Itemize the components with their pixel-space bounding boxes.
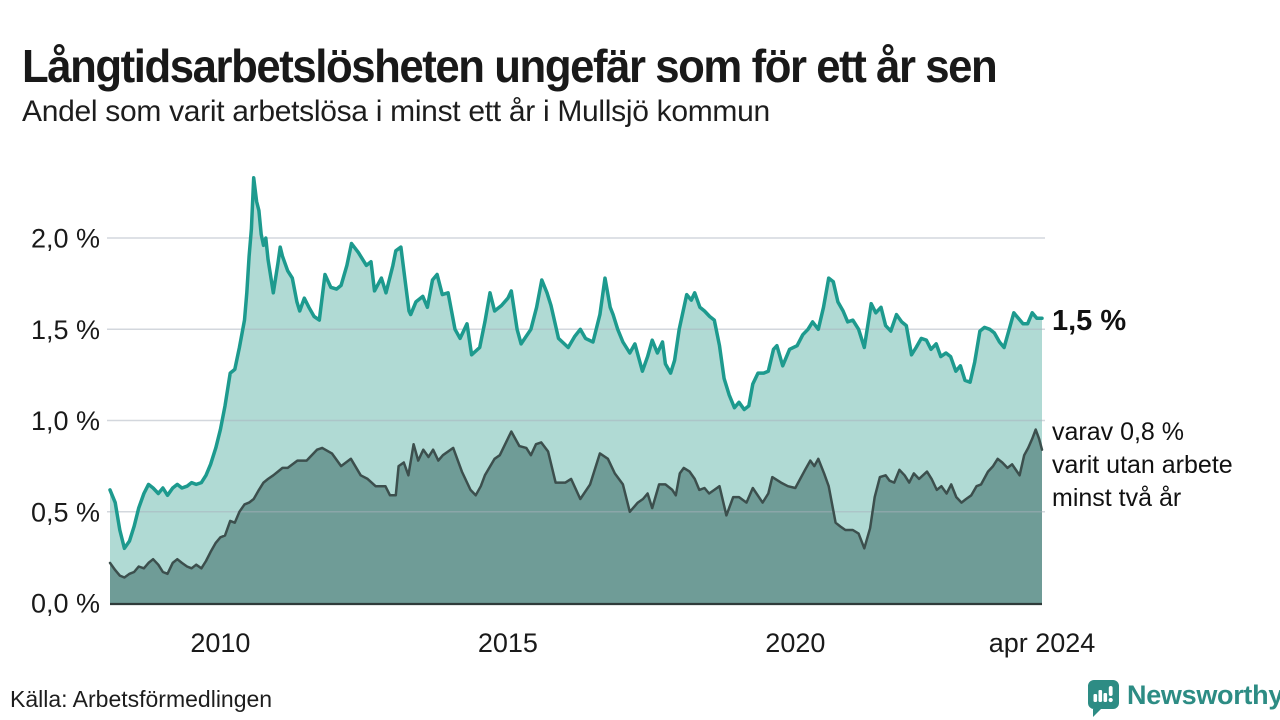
x-tick-label-2015: 2015 — [478, 628, 538, 658]
newsworthy-brand: Newsworthy — [1087, 679, 1280, 717]
source-credit: Källa: Arbetsförmedlingen — [10, 686, 273, 712]
series-line-1 — [108, 176, 1044, 551]
newsworthy-logo-icon — [1087, 679, 1120, 717]
annotation-line-1: varav 0,8 % — [1052, 418, 1185, 446]
x-tick-label-2010: 2010 — [190, 628, 250, 658]
newsworthy-brand-name: Newsworthy — [1127, 679, 1280, 710]
y-tick-label-1,0 %: 1,0 % — [31, 406, 100, 436]
annotation-line-2: varit utan arbete — [1052, 451, 1233, 479]
chart-subtitle: Andel som varit arbetslösa i minst ett å… — [22, 95, 770, 128]
series-end-label-two-years: varav 0,8 % varit utan arbete minst två … — [1052, 416, 1233, 515]
annotation-line-3: minst två år — [1052, 484, 1182, 512]
y-tick-label-0,5 %: 0,5 % — [31, 497, 100, 527]
y-tick-label-1,5 %: 1,5 % — [31, 315, 100, 345]
series-end-label-total: 1,5 % — [1052, 305, 1127, 337]
page-title: Långtidsarbetslösheten ungefär som för e… — [22, 39, 998, 92]
series-area-2 — [110, 429, 1042, 603]
series-line-2 — [108, 428, 1044, 579]
y-tick-label-2,0 %: 2,0 % — [31, 224, 100, 254]
y-tick-label-0,0 %: 0,0 % — [31, 589, 100, 619]
x-tick-label-apr 2024: apr 2024 — [989, 628, 1096, 658]
x-tick-label-2020: 2020 — [765, 628, 825, 658]
